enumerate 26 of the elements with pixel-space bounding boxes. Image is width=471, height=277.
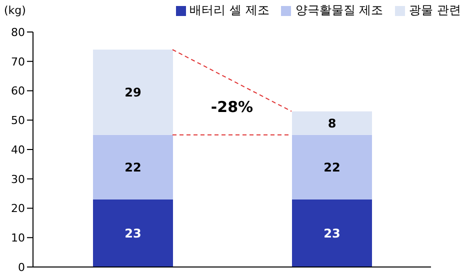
data-label: 23 [124, 226, 142, 240]
legend-label: 광물 관련 [409, 2, 461, 19]
bar [93, 134, 173, 200]
data-label: 8 [328, 116, 336, 130]
annotation: -28% [210, 98, 254, 116]
legend-label: 배터리 셀 제조 [190, 2, 270, 19]
y-tick-label: 40 [11, 143, 25, 156]
y-tick-label: 70 [11, 55, 25, 68]
data-label: 23 [324, 226, 340, 240]
y-tick-label: 10 [11, 232, 25, 245]
bar [93, 50, 173, 135]
y-tick-label: 0 [18, 260, 25, 274]
y-tick-label: 20 [11, 202, 25, 216]
data-label: 22 [324, 160, 340, 174]
y-tick-label: 60 [11, 84, 25, 98]
bar [292, 111, 372, 135]
y-tick-label: 50 [11, 114, 25, 128]
data-label: 29 [124, 85, 142, 100]
y-axis-title: (kg) [4, 4, 26, 17]
bar [292, 134, 372, 200]
data-label: 22 [124, 160, 142, 174]
bar [292, 199, 372, 267]
legend-label: 양극활물질 제조 [295, 2, 384, 19]
y-tick-label: 30 [11, 172, 25, 186]
y-tick-label: 80 [11, 26, 25, 39]
bar [93, 199, 173, 267]
